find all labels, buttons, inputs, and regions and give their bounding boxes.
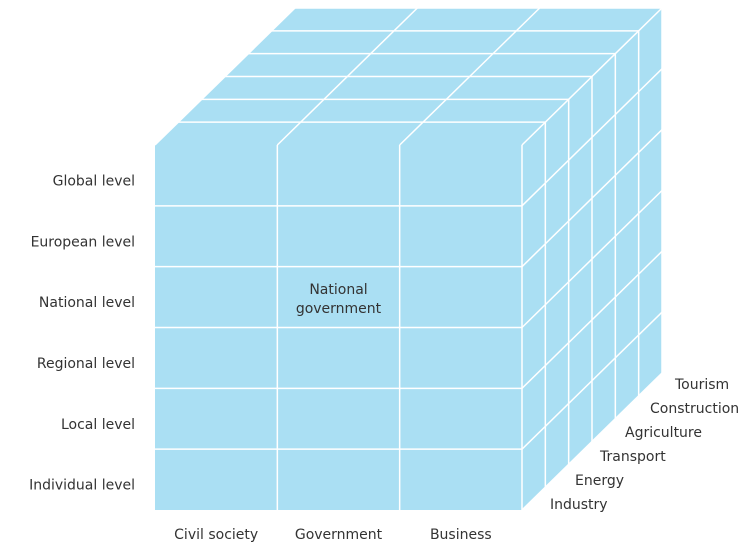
- sector-label: Agriculture: [625, 425, 702, 441]
- actor-label: Civil society: [174, 527, 258, 543]
- actor-label: Government: [295, 527, 383, 543]
- level-label: Local level: [61, 417, 135, 433]
- level-label: European level: [31, 234, 135, 250]
- sector-label: Construction: [650, 401, 739, 417]
- sector-label: Industry: [550, 497, 608, 513]
- level-label: Individual level: [29, 478, 135, 494]
- grid-line: [521, 129, 663, 268]
- grid-line: [521, 311, 663, 450]
- level-label: Global level: [53, 173, 135, 189]
- grid-line: [276, 7, 418, 146]
- cell-label: government: [296, 301, 382, 317]
- grid-line: [521, 372, 663, 511]
- level-label: National level: [39, 295, 135, 311]
- grid-line: [521, 68, 663, 207]
- sector-label: Transport: [599, 449, 666, 465]
- grid-line: [521, 189, 663, 329]
- sector-label: Tourism: [674, 377, 729, 393]
- grid-line: [521, 250, 663, 389]
- grid-line: [399, 7, 541, 146]
- actor-label: Business: [430, 527, 492, 543]
- grid-line: [521, 7, 663, 146]
- cell-label: National: [309, 282, 367, 298]
- level-label: Regional level: [37, 356, 135, 372]
- sector-label: Energy: [575, 473, 624, 489]
- grid-line: [154, 7, 296, 146]
